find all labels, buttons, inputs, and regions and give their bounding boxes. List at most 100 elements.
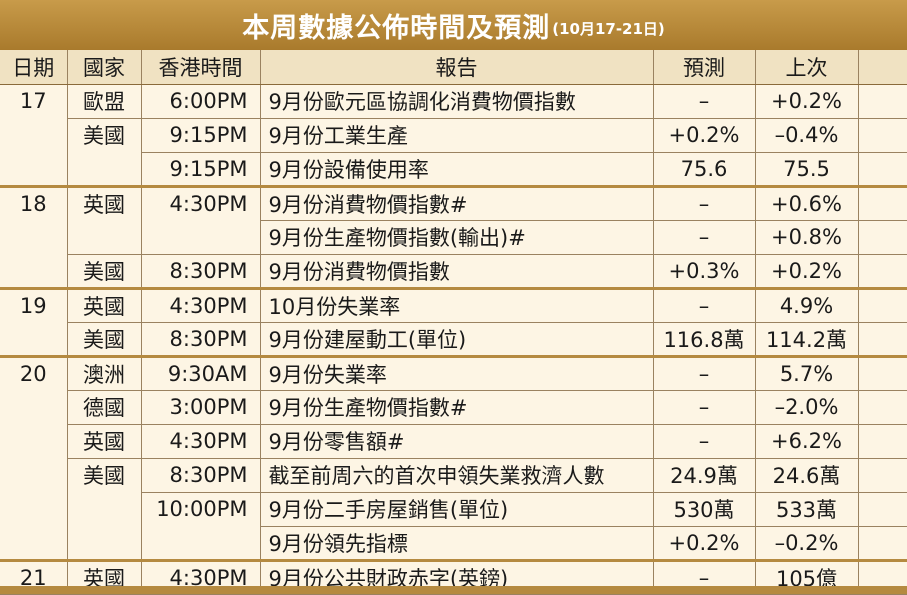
table-row: 德國 3:00PM 9月份生產物價指數# – –2.0% xyxy=(0,390,907,425)
cell-previous: +6.2% xyxy=(754,424,858,459)
table-row: 10:00PM 9月份二手房屋銷售(單位) 530萬 533萬 xyxy=(0,492,907,527)
cell-date xyxy=(0,390,67,424)
cell-date xyxy=(0,254,67,290)
cell-country xyxy=(66,492,141,526)
table-row: 20 澳洲 9:30AM 9月份失業率 – 5.7% xyxy=(0,356,907,391)
header-hk-time: 香港時間 xyxy=(140,50,260,85)
table-row: 9月份生產物價指數(輸出)# – +0.8% xyxy=(0,220,907,255)
cell-report: 截至前周六的首次申領失業救濟人數 xyxy=(259,458,653,493)
cell-forecast: +0.2% xyxy=(652,118,755,153)
cell-country: 英國 xyxy=(66,424,141,459)
table-row: 19 英國 4:30PM 10月份失業率 – 4.9% xyxy=(0,288,907,323)
cell-date xyxy=(0,322,67,358)
table-row: 9:15PM 9月份設備使用率 75.6 75.5 xyxy=(0,152,907,188)
cell-spacer xyxy=(857,254,907,290)
cell-forecast: – xyxy=(652,288,755,323)
cell-previous: 5.7% xyxy=(754,356,858,391)
cell-date: 17 xyxy=(19,89,47,114)
header-report: 報告 xyxy=(259,50,653,85)
cell-spacer xyxy=(857,492,907,527)
cell-date xyxy=(0,118,67,152)
cell-time: 8:30PM xyxy=(140,322,260,358)
cell-previous: +0.2% xyxy=(754,84,858,119)
cell-time: 6:00PM xyxy=(140,84,260,119)
cell-country: 澳洲 xyxy=(66,356,141,391)
header-date: 日期 xyxy=(0,50,67,85)
cell-forecast: 116.8萬 xyxy=(652,322,755,358)
title-bar: 本周數據公佈時間及預測 (10月17-21日) xyxy=(0,0,907,50)
cell-report: 9月份設備使用率 xyxy=(259,152,653,188)
cell-forecast: – xyxy=(652,424,755,459)
table-header-row: 日期 國家 香港時間 報告 預測 上次 xyxy=(0,50,907,85)
cell-spacer xyxy=(857,84,907,119)
cell-date xyxy=(0,152,67,188)
cell-forecast: +0.2% xyxy=(652,526,755,562)
cell-time: 9:15PM xyxy=(140,118,260,153)
cell-country: 英國 xyxy=(66,288,141,323)
cell-time: 4:30PM xyxy=(140,424,260,459)
cell-spacer xyxy=(857,424,907,459)
cell-previous: +0.8% xyxy=(754,220,858,255)
cell-time: 4:30PM xyxy=(140,288,260,323)
table-row: 17 歐盟 6:00PM 9月份歐元區協調化消費物價指數 – +0.2% xyxy=(0,84,907,119)
cell-time: 10:00PM xyxy=(140,492,260,526)
cell-spacer xyxy=(857,152,907,188)
cell-country: 歐盟 xyxy=(66,84,141,119)
table-row: 18 英國 4:30PM 9月份消費物價指數# – +0.6% xyxy=(0,186,907,221)
cell-date xyxy=(0,526,67,562)
cell-date xyxy=(0,492,67,526)
cell-previous: –2.0% xyxy=(754,390,858,425)
cell-previous: +0.6% xyxy=(754,186,858,221)
table-row: 美國 8:30PM 截至前周六的首次申領失業救濟人數 24.9萬 24.6萬 xyxy=(0,458,907,493)
cell-date xyxy=(0,424,67,458)
cell-country: 英國 xyxy=(66,186,141,220)
cell-spacer xyxy=(857,526,907,562)
cell-spacer xyxy=(857,288,907,323)
cell-forecast: – xyxy=(652,390,755,425)
cell-time: 9:15PM xyxy=(140,152,260,188)
cell-spacer xyxy=(857,220,907,255)
cell-forecast: +0.3% xyxy=(652,254,755,290)
cell-forecast: 75.6 xyxy=(652,152,755,188)
cell-time: 8:30PM xyxy=(140,458,260,493)
cell-previous: 24.6萬 xyxy=(754,458,858,493)
cell-spacer xyxy=(857,390,907,425)
bottom-rule xyxy=(0,586,907,594)
cell-forecast: – xyxy=(652,186,755,221)
cell-previous: –0.2% xyxy=(754,526,858,562)
cell-country xyxy=(66,526,141,562)
cell-report: 9月份工業生產 xyxy=(259,118,653,153)
cell-forecast: 24.9萬 xyxy=(652,458,755,493)
table-row: 美國 8:30PM 9月份消費物價指數 +0.3% +0.2% xyxy=(0,254,907,290)
cell-spacer xyxy=(857,186,907,221)
cell-previous: 75.5 xyxy=(754,152,858,188)
table-row: 美國 9:15PM 9月份工業生產 +0.2% –0.4% xyxy=(0,118,907,153)
cell-date: 18 xyxy=(19,191,47,216)
cell-previous: –0.4% xyxy=(754,118,858,153)
cell-previous: +0.2% xyxy=(754,254,858,290)
cell-country: 美國 xyxy=(66,322,141,358)
header-previous: 上次 xyxy=(754,50,858,85)
cell-forecast: – xyxy=(652,356,755,391)
cell-country: 美國 xyxy=(66,254,141,290)
cell-report: 9月份領先指標 xyxy=(259,526,653,562)
schedule-table: 日期 國家 香港時間 報告 預測 上次 17 歐盟 6:00PM 9月份歐元區協… xyxy=(0,50,907,595)
cell-report: 9月份零售額# xyxy=(259,424,653,459)
cell-date xyxy=(0,220,67,254)
cell-date: 19 xyxy=(19,293,47,318)
cell-report: 9月份歐元區協調化消費物價指數 xyxy=(259,84,653,119)
cell-time xyxy=(140,220,260,255)
cell-spacer xyxy=(857,322,907,358)
cell-time: 9:30AM xyxy=(140,356,260,391)
page-title: 本周數據公佈時間及預測 xyxy=(242,12,551,44)
header-forecast: 預測 xyxy=(652,50,755,85)
cell-time: 3:00PM xyxy=(140,390,260,425)
cell-report: 9月份消費物價指數# xyxy=(259,186,653,221)
cell-report: 9月份建屋動工(單位) xyxy=(259,322,653,358)
cell-report: 10月份失業率 xyxy=(259,288,653,323)
cell-report: 9月份失業率 xyxy=(259,356,653,391)
cell-report: 9月份二手房屋銷售(單位) xyxy=(259,492,653,527)
cell-report: 9月份生產物價指數(輸出)# xyxy=(259,220,653,255)
cell-country: 德國 xyxy=(66,390,141,425)
cell-time xyxy=(140,526,260,562)
